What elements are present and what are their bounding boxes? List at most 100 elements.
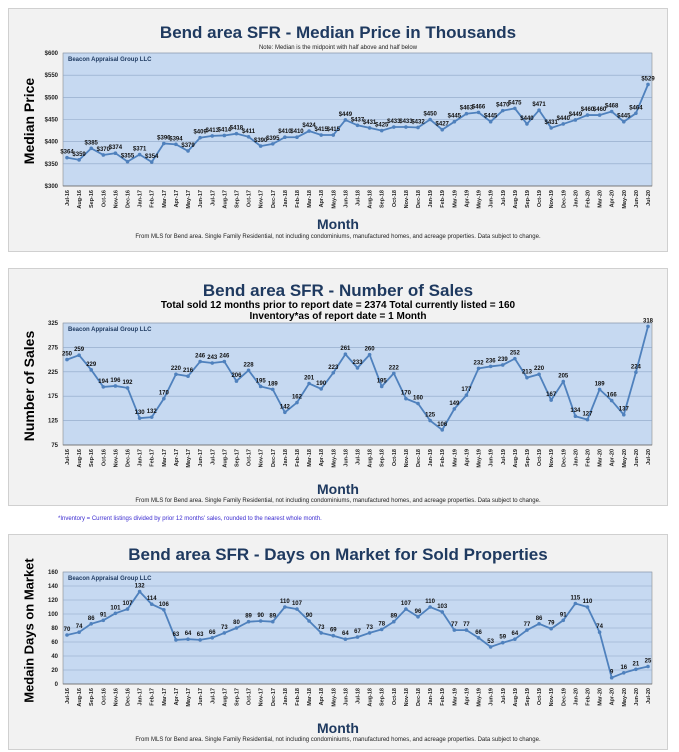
x-tick-label: Dec-17	[271, 190, 277, 208]
data-point	[379, 128, 384, 133]
data-label: 195	[256, 378, 267, 384]
data-label: $449	[569, 112, 583, 118]
x-tick-label: Sep-17	[234, 190, 240, 208]
data-label: 213	[522, 370, 533, 376]
x-tick-label: Jan-18	[283, 190, 289, 207]
data-point	[307, 381, 311, 386]
data-label: 132	[135, 584, 146, 590]
data-label: 90	[257, 613, 264, 619]
data-label: 86	[88, 616, 95, 622]
x-tick-label: Dec-16	[126, 688, 132, 706]
data-point	[198, 638, 202, 642]
x-tick-label: Jan-20	[573, 688, 579, 705]
median-price-chart: $300 $350 $400 $450 $500 $550 $600 Beacon Appra…	[45, 51, 656, 209]
x-tick-label: Mar-18	[307, 190, 313, 208]
data-point	[609, 109, 614, 114]
data-point	[392, 371, 396, 376]
number-of-sales-panel: Bend area SFR - Number of Sales Total so…	[8, 268, 668, 506]
data-point	[500, 108, 505, 113]
data-point	[137, 589, 142, 594]
x-tick-label: Jun-18	[343, 688, 349, 706]
x-tick-label: May-20	[622, 449, 628, 468]
data-label: 110	[583, 599, 593, 605]
data-point	[343, 118, 348, 122]
y-tick-label: $400	[45, 140, 59, 146]
data-point	[295, 400, 299, 405]
x-tick-label: Mar-20	[598, 688, 604, 706]
data-label: 9	[610, 670, 614, 676]
data-point	[476, 110, 481, 115]
data-label: 77	[463, 622, 470, 628]
data-point	[234, 131, 239, 136]
data-point	[573, 414, 578, 419]
data-label: 67	[354, 629, 361, 635]
x-tick-label: Mar-17	[162, 190, 168, 208]
x-tick-label: Jun-20	[634, 190, 640, 208]
data-label: 192	[123, 380, 134, 386]
data-point	[537, 622, 541, 626]
x-tick-label: Dec-16	[126, 449, 132, 467]
data-label: $529	[641, 76, 655, 82]
footnote: From MLS for Bend area. Single Family Re…	[135, 234, 541, 240]
x-tick-label: Dec-19	[561, 688, 567, 706]
data-label: $425	[375, 123, 389, 129]
data-label: 160	[413, 396, 424, 402]
y-tick-label: 160	[48, 570, 59, 576]
data-label: 318	[643, 318, 654, 324]
x-tick-label: Aug-17	[222, 449, 228, 468]
data-point	[295, 607, 299, 611]
data-label: 25	[645, 659, 652, 665]
x-tick-label: Apr-19	[464, 449, 470, 466]
x-tick-label: Jan-18	[283, 688, 289, 705]
data-point	[65, 155, 69, 160]
data-point	[404, 125, 408, 129]
chart-subtitle: Total sold 12 months prior to report dat…	[160, 300, 516, 311]
data-point	[137, 416, 142, 420]
data-point	[416, 401, 420, 406]
data-point	[355, 635, 360, 639]
x-tick-label: Jan-17	[138, 688, 144, 705]
x-tick-label: Aug-16	[77, 449, 83, 468]
data-label: $460	[581, 107, 595, 113]
data-label: $390	[254, 138, 268, 144]
data-label: 115	[571, 596, 581, 602]
data-label: $394	[169, 136, 183, 142]
x-tick-label: Apr-18	[319, 688, 325, 705]
data-label: 107	[123, 601, 134, 607]
data-label: 233	[352, 360, 363, 366]
data-label: 89	[245, 614, 252, 620]
x-tick-label: Feb-17	[150, 449, 156, 467]
data-point	[210, 361, 215, 365]
y-tick-label: 80	[51, 626, 58, 632]
data-point	[585, 417, 590, 422]
footnote: From MLS for Bend area. Single Family Re…	[135, 498, 541, 504]
data-label: 189	[595, 381, 606, 387]
data-label: $450	[423, 112, 437, 118]
x-tick-label: Jun-18	[343, 449, 349, 467]
data-point	[476, 636, 481, 640]
data-point	[646, 664, 650, 669]
days-on-market-panel: Bend area SFR - Days on Market for Sold …	[8, 534, 668, 750]
data-label: 107	[292, 601, 303, 607]
data-point	[246, 368, 251, 373]
data-label: $359	[72, 152, 86, 158]
x-tick-label: May-19	[477, 688, 483, 707]
x-tick-label: Oct-17	[247, 449, 253, 466]
data-point	[283, 410, 287, 415]
data-point	[549, 126, 553, 130]
data-label: 229	[86, 362, 97, 368]
x-tick-label: Jul-19	[501, 449, 507, 465]
data-label: 21	[633, 661, 640, 667]
x-tick-label: May-20	[622, 688, 628, 707]
data-point	[476, 366, 481, 371]
x-tick-label: Nov-19	[549, 190, 555, 208]
data-point	[198, 359, 202, 364]
x-tick-label: Jan-19	[428, 449, 434, 466]
data-point	[283, 135, 287, 140]
data-label: 106	[159, 602, 170, 608]
x-tick-label: Aug-19	[513, 190, 519, 209]
data-label: $413	[206, 128, 220, 134]
data-label: 66	[475, 630, 482, 636]
data-point	[234, 379, 239, 383]
x-tick-label: Aug-18	[368, 449, 374, 468]
